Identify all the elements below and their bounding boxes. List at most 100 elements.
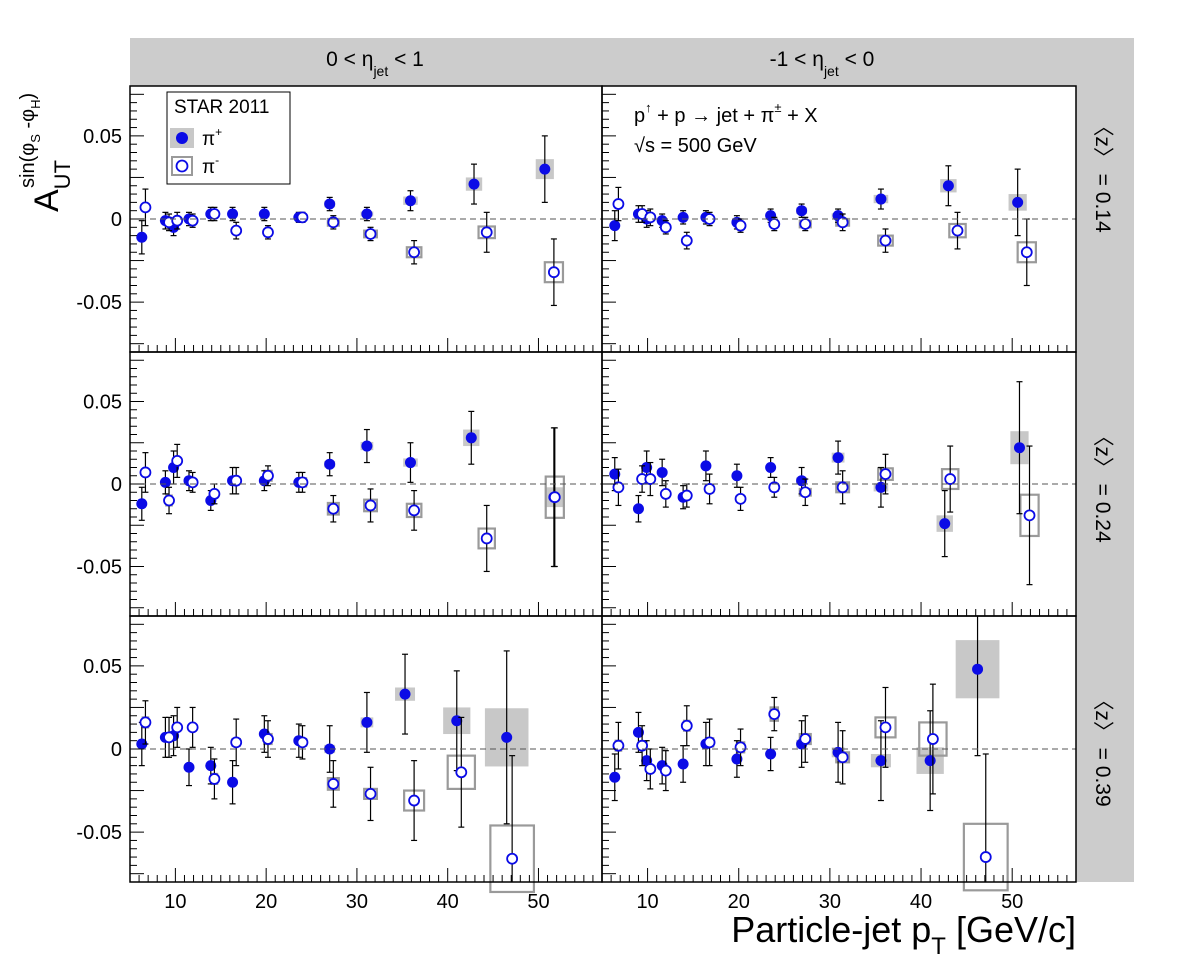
panel-frame (601, 615, 1077, 883)
data-point-pi-minus (230, 736, 243, 749)
data-point-pi-minus (186, 214, 199, 227)
data-point-pi-plus (731, 753, 743, 765)
x-tick-label: 50 (1001, 891, 1023, 913)
data-point-pi-plus (183, 761, 195, 773)
data-point-pi-plus (875, 755, 887, 767)
data-point-pi-minus (171, 214, 184, 227)
data-point-pi-plus (677, 211, 689, 223)
data-point-pi-minus (799, 486, 812, 499)
data-point-pi-plus (361, 440, 373, 452)
data-point-pi-plus (324, 743, 336, 755)
data-point-pi-plus (875, 481, 887, 493)
data-point-pi-minus (926, 733, 939, 745)
data-point-pi-plus (632, 726, 644, 738)
data-point-pi-minus (644, 763, 657, 775)
data-point-pi-plus (324, 198, 336, 210)
data-point-pi-minus (480, 532, 493, 545)
data-point-pi-minus (171, 454, 184, 467)
data-point-pi-plus (361, 716, 373, 728)
x-axis-title: Particle-jet pT [GeV/c] (731, 909, 1076, 960)
data-point-pi-plus (609, 771, 621, 783)
data-point-pi-plus (399, 688, 411, 700)
data-point-pi-plus (136, 231, 148, 243)
data-point-pi-plus (227, 208, 239, 220)
data-point-pi-minus (327, 216, 340, 229)
data-point-pi-minus (230, 474, 243, 487)
data-point-pi-minus (799, 733, 812, 745)
data-point-pi-plus (609, 468, 621, 480)
data-point-pi-plus (361, 208, 373, 220)
column-header-strip (130, 38, 1134, 86)
data-point-pi-minus (364, 499, 377, 512)
row-label-z024: 〈z〉 = 0.24 (1091, 425, 1114, 543)
data-point-pi-minus (186, 721, 199, 734)
y-axis-title: AUTsin(φS -φH) (17, 93, 75, 212)
data-point-pi-plus (468, 178, 480, 190)
data-point-pi-plus (656, 466, 668, 478)
data-point-pi-minus (408, 504, 421, 517)
data-point-pi-minus (979, 851, 992, 863)
data-point-pi-plus (465, 432, 477, 444)
data-point-pi-minus (364, 228, 377, 240)
data-point-pi-minus (327, 502, 340, 515)
data-point-pi-minus (506, 852, 519, 865)
data-point-pi-plus (700, 460, 712, 472)
data-point-pi-minus (408, 246, 421, 259)
x-tick-label: 20 (255, 891, 277, 913)
data-point-pi-minus (208, 487, 221, 500)
data-point-pi-minus (408, 794, 421, 807)
data-point-pi-minus (171, 721, 184, 734)
data-point-pi-plus (796, 205, 808, 217)
data-point-pi-minus (186, 476, 199, 489)
data-point-pi-minus (296, 211, 309, 224)
data-point-pi-minus (455, 766, 468, 779)
legend-pi-plus-label: π+ (202, 125, 222, 150)
data-point-pi-minus (1020, 246, 1033, 259)
data-point-pi-minus (262, 733, 274, 745)
data-point-pi-plus (972, 663, 984, 675)
y-tick-label: 0 (111, 739, 122, 761)
data-point-pi-plus (539, 163, 551, 175)
data-point-pi-plus (765, 748, 777, 760)
data-point-pi-minus (879, 468, 892, 481)
data-point-pi-plus (632, 503, 644, 515)
data-point-pi-plus (677, 758, 689, 770)
data-point-pi-minus (768, 481, 781, 494)
data-point-pi-minus (163, 494, 175, 507)
data-point-pi-plus (205, 760, 217, 772)
data-point-pi-minus (364, 787, 377, 800)
data-point-pi-minus (612, 198, 625, 210)
data-point-pi-minus (836, 751, 849, 764)
x-tick-label: 30 (819, 891, 841, 913)
data-point-pi-minus (208, 773, 221, 785)
legend-pi-plus-marker (176, 132, 188, 144)
data-point-pi-minus (548, 491, 561, 504)
data-point-pi-minus (680, 719, 693, 732)
x-tick-label: 30 (346, 891, 368, 913)
data-point-pi-plus (832, 452, 844, 464)
data-point-pi-plus (796, 475, 808, 487)
data-point-pi-minus (480, 226, 493, 239)
data-point-pi-minus (734, 741, 747, 754)
legend: STAR 2011 π+ π- (166, 91, 291, 185)
data-point-pi-minus (659, 487, 672, 500)
x-tick-label: 50 (527, 891, 549, 913)
row-label-z014: 〈z〉 = 0.14 (1091, 115, 1114, 233)
data-point-pi-minus (944, 473, 957, 485)
data-point-pi-plus (1013, 442, 1025, 454)
column-header-right: -1 < ηjet < 0 (770, 48, 875, 79)
y-tick-label: 0 (111, 209, 122, 231)
data-point-pi-minus (296, 476, 309, 489)
data-point-pi-minus (659, 221, 672, 234)
data-point-pi-plus (136, 498, 148, 510)
x-tick-label: 40 (437, 891, 459, 913)
y-tick-label: -0.05 (76, 557, 122, 579)
row-label-strip (1076, 86, 1134, 882)
data-point-pi-minus (703, 736, 716, 749)
legend-title: STAR 2011 (174, 97, 269, 118)
data-point-pi-minus (799, 218, 812, 230)
x-tick-label: 10 (636, 891, 658, 913)
energy-annotation: √s = 500 GeV (634, 135, 757, 157)
data-point-pi-minus (547, 266, 560, 279)
